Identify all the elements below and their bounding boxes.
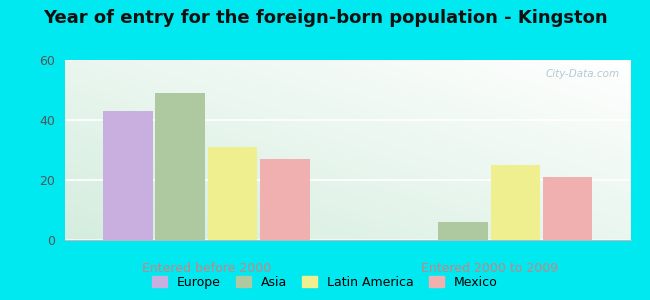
- Text: Year of entry for the foreign-born population - Kingston: Year of entry for the foreign-born popul…: [43, 9, 607, 27]
- Legend: Europe, Asia, Latin America, Mexico: Europe, Asia, Latin America, Mexico: [147, 271, 503, 294]
- Bar: [491, 165, 540, 240]
- Bar: [260, 159, 309, 240]
- Bar: [543, 177, 592, 240]
- Text: City-Data.com: City-Data.com: [545, 69, 619, 79]
- Bar: [103, 111, 153, 240]
- Bar: [155, 93, 205, 240]
- Bar: [438, 222, 488, 240]
- Text: Entered 2000 to 2009: Entered 2000 to 2009: [421, 262, 558, 275]
- Text: Entered before 2000: Entered before 2000: [142, 262, 271, 275]
- Bar: [208, 147, 257, 240]
